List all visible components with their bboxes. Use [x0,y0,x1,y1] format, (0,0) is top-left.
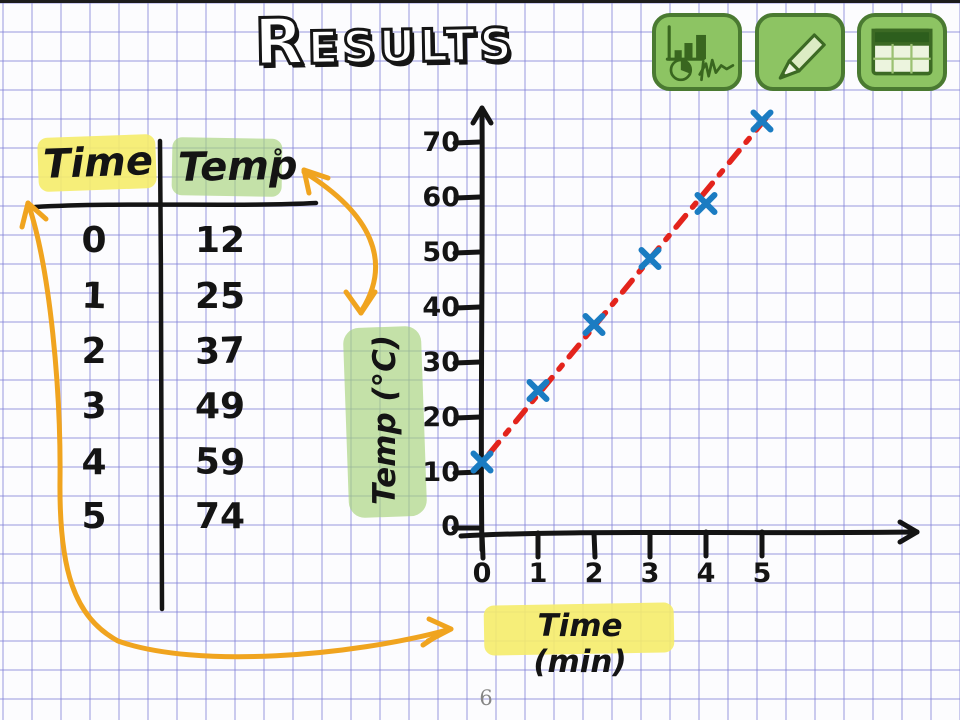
data-point-marker [638,247,662,270]
y-tick-label: 50 [422,237,460,268]
pencil-icon [778,33,826,80]
x-tick-label: 2 [584,558,604,589]
table-button[interactable] [857,13,947,91]
y-tick-label: 40 [422,292,460,323]
page-number: 6 [479,686,493,710]
table-cell-temp: 12 [194,220,246,261]
data-point-marker [526,379,550,402]
degree-symbol: ° [272,146,284,171]
x-tick-label: 4 [696,558,716,589]
table-cell-time: 1 [80,275,108,318]
data-point-marker [638,247,662,270]
table-cell-time: 0 [81,220,107,261]
trend-line [486,109,774,457]
x-tick-label: 5 [752,558,772,589]
y-axis-label: Temp (°C) [367,334,403,506]
results-table-lines [32,138,319,612]
table-icon [871,28,933,76]
table-cell-temp: 25 [194,276,246,317]
table-cell-temp: 49 [194,386,246,427]
data-point-marker [582,313,606,336]
y-tick-label: 20 [422,402,460,433]
data-point-marker [526,379,550,402]
x-axis-label: Time (min) [533,608,627,680]
x-axis [458,519,920,561]
data-point-marker [470,450,494,474]
y-tick-label: 10 [422,457,460,488]
page-title: Results [252,0,518,82]
data-point-marker [694,192,718,215]
table-cell-temp: 59 [194,441,246,484]
table-cell-temp: 37 [194,330,246,373]
data-point-marker [694,192,718,215]
table-cell-temp: 74 [194,496,246,537]
x-tick-label: 1 [528,558,548,589]
data-point-marker [582,313,606,336]
table-cell-time: 2 [81,331,107,372]
data-point-markers [470,109,774,474]
data-point-marker [750,109,774,133]
data-point-marker [470,450,494,474]
x-tick-label: 0 [472,558,492,589]
table-header-time: Time [42,138,154,188]
charts-button[interactable] [652,13,742,91]
charts-icon [665,25,735,82]
y-tick-label: 60 [422,182,460,213]
table-cell-time: 5 [81,496,107,537]
table-cell-time: 4 [81,442,107,483]
arrow-temp-to-ylabel[interactable] [301,167,379,316]
y-tick-label: 70 [422,127,460,158]
data-point-marker [750,109,774,133]
y-tick-label: 30 [422,347,460,378]
pencil-button[interactable] [755,13,845,91]
y-tick-label: 0 [441,511,460,542]
table-cell-time: 3 [80,385,108,428]
window-top-border [0,0,960,3]
table-header-temp: Temp [177,142,298,191]
x-tick-label: 3 [640,558,660,589]
